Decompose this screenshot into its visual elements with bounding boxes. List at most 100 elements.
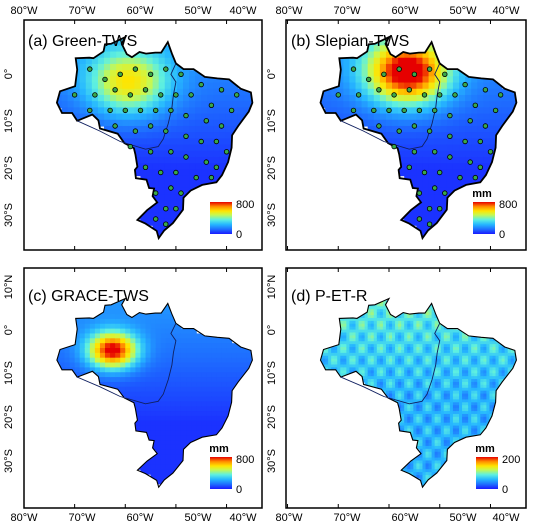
station-marker bbox=[163, 221, 169, 227]
station-marker bbox=[492, 107, 499, 114]
station-marker bbox=[416, 107, 423, 114]
station-marker bbox=[421, 92, 428, 98]
station-marker bbox=[426, 221, 433, 227]
panel-slepian-tws: (b) Slepian-TWS mm 800 0 80°W 70°W 60°W 50… bbox=[266, 5, 527, 251]
colorbar-gradient bbox=[210, 202, 232, 234]
station-marker bbox=[462, 81, 468, 88]
station-marker bbox=[152, 107, 159, 114]
station-marker bbox=[426, 205, 433, 212]
station-marker bbox=[213, 164, 220, 170]
station-marker bbox=[218, 87, 225, 93]
station-marker bbox=[87, 66, 93, 72]
station-marker bbox=[426, 66, 433, 72]
station-marker bbox=[452, 92, 458, 98]
station-marker bbox=[203, 118, 209, 124]
lat-tick: 10°S bbox=[266, 109, 278, 133]
station-marker bbox=[163, 66, 169, 72]
station-marker bbox=[163, 128, 169, 134]
station-marker bbox=[127, 143, 133, 150]
lon-tick-bottom: 40°W bbox=[229, 512, 257, 524]
station-marker bbox=[376, 87, 382, 93]
station-marker bbox=[188, 92, 194, 98]
lat-tick: 20°S bbox=[3, 405, 15, 429]
lon-tick-top: 50°W bbox=[184, 5, 212, 17]
station-marker bbox=[147, 71, 154, 77]
colorbar-gradient bbox=[210, 457, 232, 489]
station-marker bbox=[366, 76, 372, 83]
colorbar-max: 800 bbox=[236, 199, 254, 211]
station-marker bbox=[112, 87, 118, 93]
panel-title: (d) P-ET-R bbox=[291, 288, 367, 305]
colorbar-max: 200 bbox=[502, 454, 520, 466]
lat-tick: 20°S bbox=[266, 405, 278, 429]
station-marker bbox=[71, 92, 78, 98]
lon-tick-top: 40°W bbox=[229, 5, 257, 17]
station-marker bbox=[147, 123, 154, 129]
station-marker bbox=[406, 87, 412, 93]
lat-tick: 20°S bbox=[3, 156, 15, 180]
lat-tick: 0° bbox=[3, 69, 15, 80]
station-marker bbox=[391, 92, 397, 98]
lon-tick-top: 60°W bbox=[391, 5, 419, 17]
station-marker bbox=[147, 149, 154, 155]
panel-grace-tws: (c) GRACE-TWS mm 800 0 80°W 70°W 60°W 50°W… bbox=[3, 267, 263, 524]
station-marker bbox=[208, 174, 215, 181]
lat-tick: 10°S bbox=[3, 361, 15, 385]
station-marker bbox=[122, 107, 128, 114]
station-marker bbox=[416, 216, 423, 222]
basin-boundary bbox=[340, 323, 441, 405]
station-marker bbox=[137, 107, 144, 114]
lon-tick-bottom: 50°W bbox=[184, 512, 212, 524]
station-marker bbox=[437, 92, 443, 98]
lat-tick: 20°S bbox=[266, 156, 278, 180]
station-marker bbox=[416, 190, 423, 196]
lon-tick-top: 40°W bbox=[492, 5, 520, 17]
station-marker bbox=[193, 174, 199, 181]
colorbar-unit: mm bbox=[472, 188, 492, 200]
station-marker bbox=[391, 143, 397, 150]
station-marker bbox=[218, 123, 225, 129]
brazil-outline bbox=[319, 297, 517, 489]
colorbar-min: 0 bbox=[499, 229, 505, 241]
station-marker bbox=[107, 107, 113, 114]
colorbar: 800 0 bbox=[210, 199, 254, 241]
station-marker bbox=[437, 169, 443, 176]
map-layer bbox=[287, 20, 518, 250]
lon-tick-bottom: 80°W bbox=[275, 512, 303, 524]
colorbar-unit: mm bbox=[475, 443, 495, 455]
station-marker bbox=[487, 149, 494, 155]
station-marker bbox=[467, 118, 473, 124]
station-marker bbox=[228, 107, 235, 114]
colorbar-gradient bbox=[473, 202, 495, 234]
station-marker bbox=[477, 138, 483, 145]
station-marker bbox=[92, 92, 98, 98]
station-marker bbox=[127, 92, 133, 98]
station-marker bbox=[447, 112, 453, 119]
station-marker bbox=[198, 138, 204, 145]
station-marker bbox=[355, 92, 362, 98]
panel-title: (b) Slepian-TWS bbox=[291, 33, 409, 50]
station-marker bbox=[112, 123, 118, 129]
station-marker bbox=[447, 133, 453, 139]
lon-tick-top: 70°W bbox=[68, 5, 96, 17]
colorbar-min: 0 bbox=[236, 484, 242, 496]
storage-field bbox=[320, 298, 517, 488]
station-marker bbox=[208, 102, 215, 108]
lon-tick-bottom: 60°W bbox=[391, 512, 419, 524]
station-marker bbox=[183, 133, 189, 139]
station-marker bbox=[203, 159, 209, 165]
station-marker bbox=[447, 154, 453, 160]
station-marker bbox=[173, 92, 179, 98]
station-marker bbox=[168, 185, 174, 191]
station-marker bbox=[426, 128, 433, 134]
station-marker bbox=[168, 149, 174, 155]
colorbar: mm 800 0 bbox=[209, 443, 254, 496]
station-marker bbox=[173, 205, 179, 212]
lon-tick-top: 70°W bbox=[333, 5, 361, 17]
lat-tick: 30°S bbox=[3, 449, 15, 473]
station-marker bbox=[157, 169, 164, 176]
station-marker bbox=[482, 87, 489, 93]
station-marker bbox=[396, 66, 402, 72]
colorbar: mm 200 0 bbox=[475, 443, 520, 496]
